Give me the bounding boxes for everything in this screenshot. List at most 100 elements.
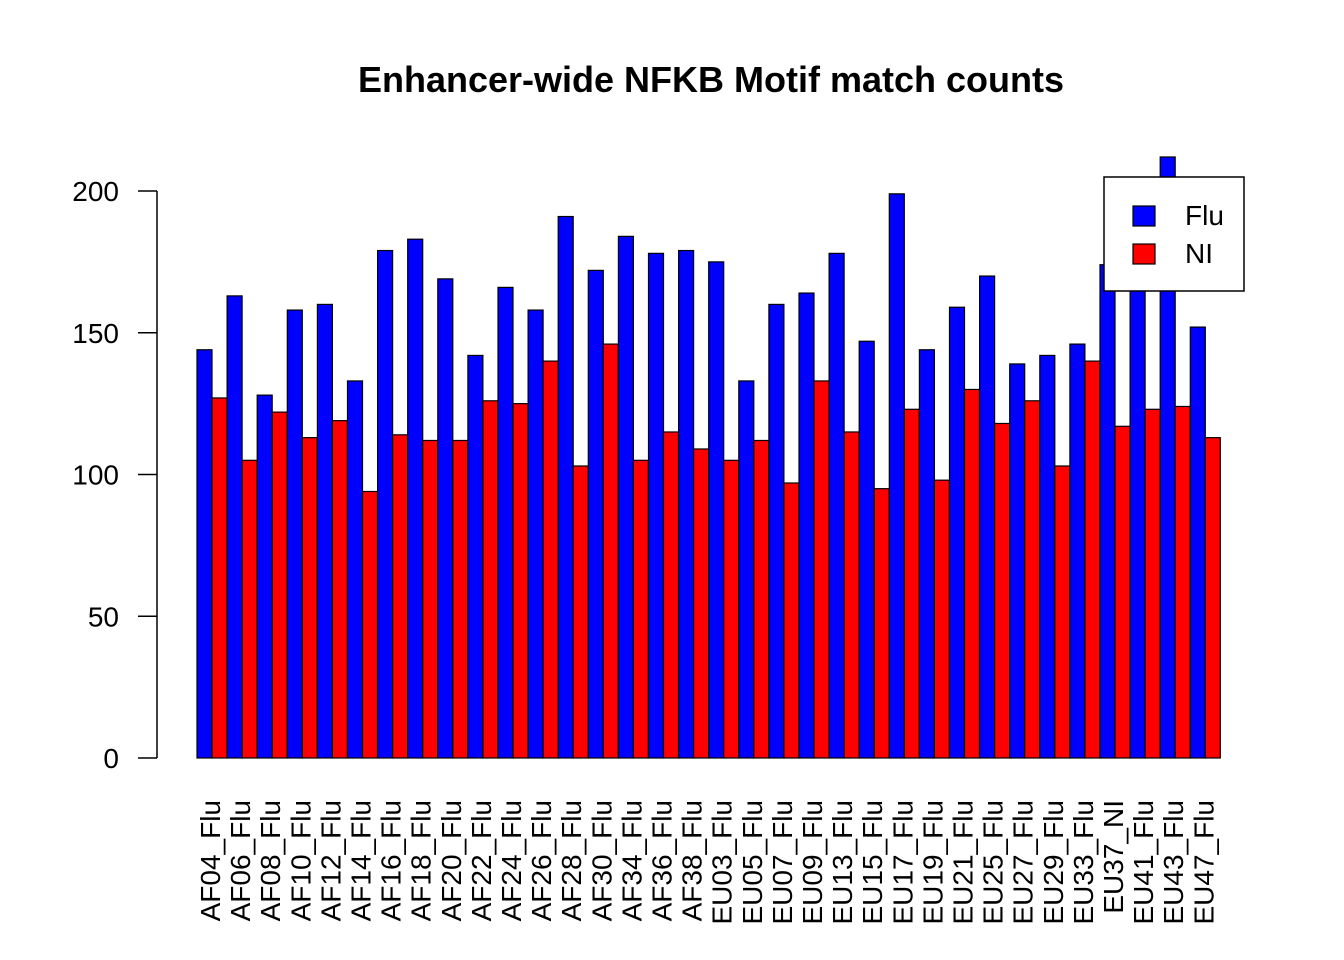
bar-ni bbox=[392, 434, 409, 759]
x-category-label: EU37_NI bbox=[1098, 800, 1129, 914]
bar-ni bbox=[301, 437, 318, 759]
x-category-label: EU05_Flu bbox=[737, 800, 768, 925]
x-category-label: AF18_Flu bbox=[406, 800, 437, 921]
bar-ni bbox=[813, 380, 830, 759]
y-tick-label: 0 bbox=[103, 743, 119, 774]
bar-ni bbox=[662, 431, 680, 759]
bar-ni bbox=[482, 400, 499, 759]
bar-ni bbox=[632, 459, 650, 759]
bar-flu bbox=[1039, 354, 1056, 759]
bar-flu bbox=[1099, 264, 1116, 759]
chart-title: Enhancer-wide NFKB Motif match counts bbox=[358, 59, 1064, 100]
bar-flu bbox=[226, 295, 243, 759]
x-category-label: EU17_Flu bbox=[887, 800, 918, 925]
x-axis-labels: AF04_Flu AF06_Flu AF08_Flu AF10_Flu AF12_Flu… bbox=[195, 800, 1219, 925]
legend-box bbox=[1103, 176, 1245, 292]
bar-ni bbox=[1174, 405, 1191, 759]
bar-flu bbox=[437, 278, 454, 759]
bar-flu bbox=[858, 340, 875, 759]
bar-flu bbox=[196, 349, 213, 759]
x-category-label: EU03_Flu bbox=[707, 800, 738, 925]
y-axis: 0 50 100 150 200 bbox=[72, 176, 158, 774]
x-category-label: EU25_Flu bbox=[978, 800, 1009, 925]
bar-flu bbox=[286, 309, 303, 759]
bar-flu bbox=[377, 249, 394, 759]
bar-flu bbox=[828, 252, 845, 759]
bar-ni bbox=[211, 397, 228, 759]
bar-flu bbox=[527, 309, 544, 759]
x-category-label: AF28_Flu bbox=[556, 800, 587, 921]
bar-ni bbox=[783, 482, 800, 759]
bar-flu bbox=[738, 380, 755, 759]
bar-flu bbox=[587, 269, 604, 759]
bar-flu bbox=[617, 235, 635, 759]
x-category-label: AF34_Flu bbox=[616, 800, 647, 921]
bar-ni bbox=[1114, 425, 1131, 759]
bar-flu bbox=[647, 252, 665, 759]
bar-ni bbox=[843, 431, 860, 759]
bar-ni bbox=[1024, 400, 1041, 759]
bar-ni bbox=[542, 360, 559, 759]
bar-flu bbox=[1009, 363, 1026, 759]
bar-ni bbox=[572, 465, 589, 759]
bar-series-group bbox=[196, 156, 1221, 759]
x-category-label: EU21_Flu bbox=[948, 800, 979, 925]
bar-flu bbox=[1189, 326, 1206, 759]
x-category-label: EU13_Flu bbox=[827, 800, 858, 925]
x-category-label: AF38_Flu bbox=[677, 800, 708, 921]
bar-ni bbox=[512, 403, 529, 759]
bar-flu bbox=[407, 238, 424, 759]
bar-flu bbox=[888, 193, 905, 759]
bar-ni bbox=[1084, 360, 1101, 759]
x-category-label: EU09_Flu bbox=[797, 800, 828, 925]
x-category-label: EU33_Flu bbox=[1068, 800, 1099, 925]
bar-ni bbox=[753, 439, 770, 759]
x-category-label: EU07_Flu bbox=[767, 800, 798, 925]
bar-ni bbox=[1144, 408, 1161, 759]
bar-ni bbox=[903, 408, 920, 759]
x-category-label: AF26_Flu bbox=[526, 800, 557, 921]
legend-label-ni: NI bbox=[1185, 238, 1213, 269]
bar-ni bbox=[723, 459, 740, 759]
y-tick-label: 100 bbox=[72, 460, 119, 491]
y-tick-label: 200 bbox=[72, 176, 119, 207]
x-category-label: EU29_Flu bbox=[1038, 800, 1069, 925]
x-category-label: AF36_Flu bbox=[647, 800, 678, 921]
x-category-label: AF10_Flu bbox=[285, 800, 316, 921]
bar-flu bbox=[948, 306, 966, 759]
x-category-label: AF20_Flu bbox=[436, 800, 467, 921]
bar-flu bbox=[346, 380, 364, 759]
bar-flu bbox=[557, 215, 574, 759]
bar-ni bbox=[361, 490, 379, 759]
bar-ni bbox=[873, 488, 890, 759]
bar-flu bbox=[708, 261, 725, 759]
bar-ni bbox=[1204, 437, 1221, 759]
bar-flu bbox=[768, 303, 785, 759]
y-tick-label: 50 bbox=[88, 601, 119, 632]
x-category-label: AF12_Flu bbox=[315, 800, 346, 921]
x-category-label: EU27_Flu bbox=[1008, 800, 1039, 925]
bar-flu bbox=[677, 249, 695, 759]
bar-ni bbox=[452, 439, 469, 759]
bar-flu bbox=[497, 286, 514, 759]
bar-ni bbox=[1054, 465, 1071, 759]
bar-flu bbox=[978, 275, 996, 759]
x-category-label: AF08_Flu bbox=[255, 800, 286, 921]
bar-flu bbox=[918, 349, 936, 759]
x-category-label: EU41_Flu bbox=[1128, 800, 1159, 925]
x-category-label: AF04_Flu bbox=[195, 800, 226, 921]
bar-flu bbox=[1069, 343, 1086, 759]
x-category-label: AF30_Flu bbox=[586, 800, 617, 921]
legend: Flu NI bbox=[1103, 176, 1245, 292]
bar-ni bbox=[422, 439, 439, 759]
bar-ni bbox=[933, 479, 951, 759]
x-category-label: AF22_Flu bbox=[466, 800, 497, 921]
x-category-label: AF14_Flu bbox=[346, 800, 377, 921]
bar-flu bbox=[1129, 261, 1146, 759]
legend-label-flu: Flu bbox=[1185, 200, 1224, 231]
bar-ni bbox=[692, 448, 710, 759]
bar-flu bbox=[798, 292, 815, 759]
bar-flu bbox=[256, 394, 273, 759]
bar-ni bbox=[271, 411, 288, 759]
x-category-label: AF06_Flu bbox=[225, 800, 256, 921]
